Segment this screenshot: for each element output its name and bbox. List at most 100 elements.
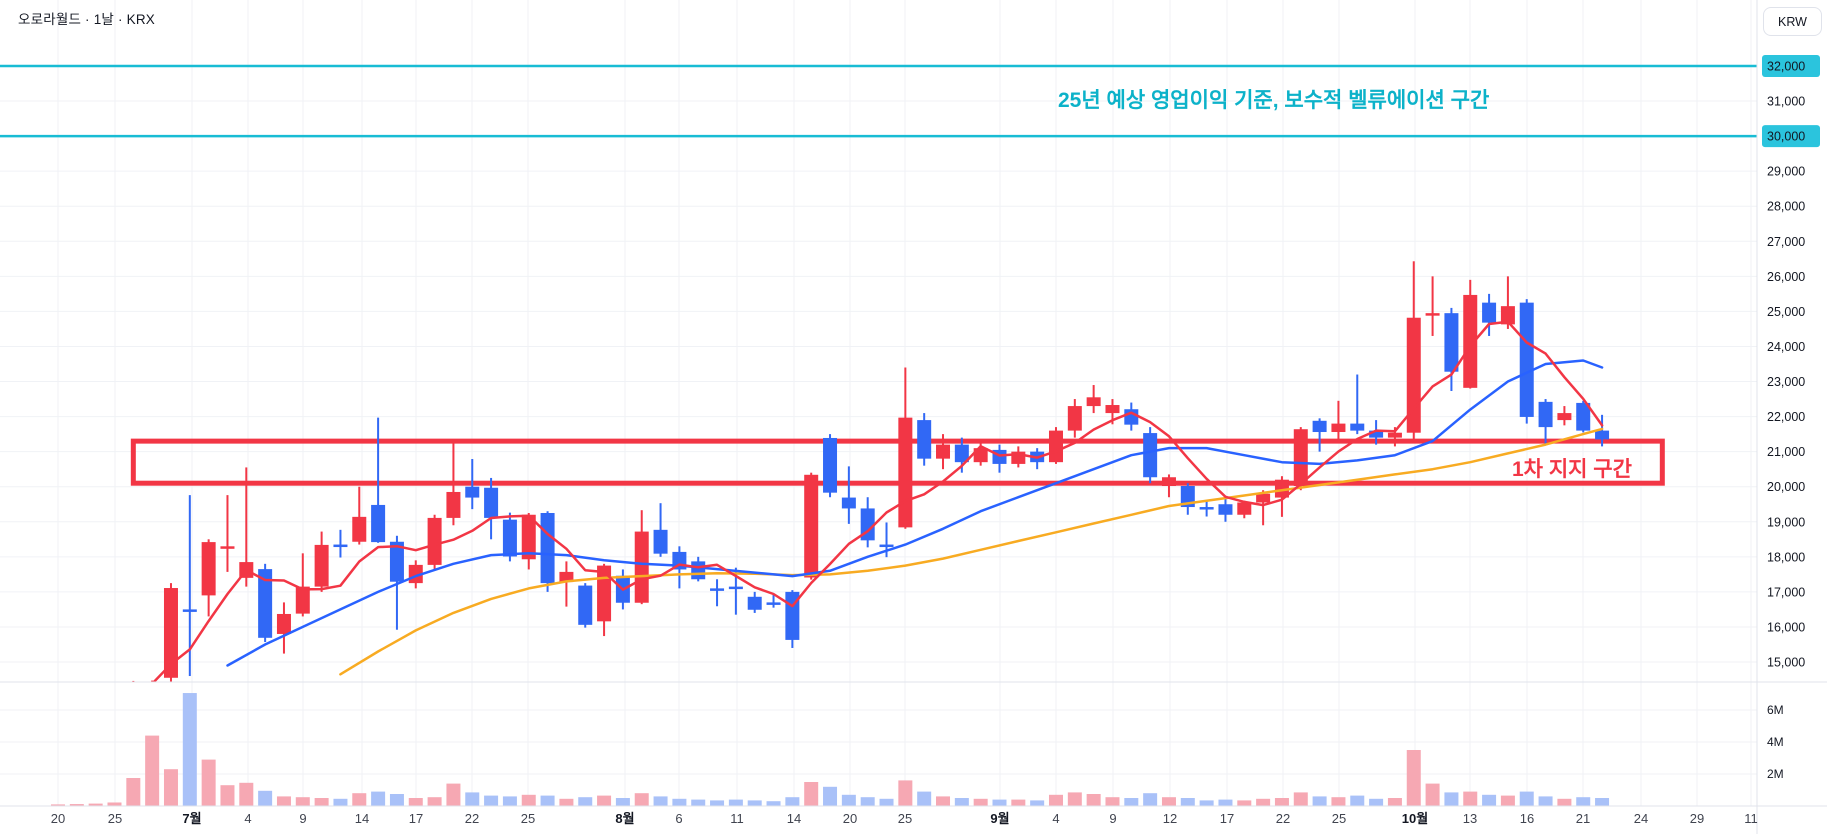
price-label-badge bbox=[1762, 125, 1820, 148]
candle-wick bbox=[1337, 400, 1340, 440]
candle-body bbox=[446, 491, 461, 518]
price-axis-label: 28,000 bbox=[1767, 200, 1805, 214]
candle-body bbox=[710, 588, 725, 591]
moving-averages bbox=[152, 320, 1604, 682]
price-axis[interactable]: 32,000 31,000 30,000 29,000 28,000 27,000 26,0… bbox=[1762, 55, 1820, 781]
currency-toggle-button[interactable]: KRW bbox=[1763, 7, 1822, 36]
candle-series[interactable] bbox=[51, 261, 1610, 693]
ma-mid-line bbox=[226, 359, 1604, 667]
candle-body bbox=[258, 569, 273, 638]
candle-body bbox=[145, 681, 160, 682]
volume-bar bbox=[220, 785, 235, 806]
candle-body bbox=[502, 519, 517, 557]
candle-body bbox=[578, 585, 593, 625]
price-axis-label: 26,000 bbox=[1767, 270, 1805, 284]
time-axis-label: 6 bbox=[675, 811, 682, 826]
volume-bar bbox=[1576, 797, 1591, 806]
candle-body bbox=[276, 613, 291, 634]
volume-bar bbox=[427, 797, 442, 806]
time-axis-label: 25 bbox=[521, 811, 535, 826]
candle-body bbox=[1256, 493, 1271, 503]
price-axis-label: 16,000 bbox=[1767, 620, 1805, 634]
time-axis-label: 7월 bbox=[182, 811, 201, 826]
volume-bar bbox=[163, 769, 178, 806]
candle-body bbox=[89, 685, 103, 688]
volume-bar bbox=[1538, 796, 1553, 806]
volume-bar bbox=[672, 798, 687, 806]
volume-bar bbox=[1011, 799, 1026, 806]
ma-fast-line bbox=[152, 320, 1604, 682]
candle-body bbox=[559, 571, 574, 583]
candle-wick bbox=[1318, 418, 1321, 452]
candle-body bbox=[1237, 502, 1252, 515]
volume-bar bbox=[766, 801, 781, 806]
time-axis-label: 17 bbox=[1220, 811, 1234, 826]
candle-wick bbox=[95, 684, 97, 690]
price-axis-label: 21,000 bbox=[1767, 445, 1805, 459]
volume-bar bbox=[484, 795, 499, 806]
volume-bar bbox=[201, 759, 216, 806]
volume-bar bbox=[1199, 800, 1214, 806]
candle-body bbox=[107, 684, 121, 687]
price-axis-label: 19,000 bbox=[1767, 515, 1805, 529]
volume-bar bbox=[1124, 798, 1139, 806]
symbol-title[interactable]: 오로라월드 · 1날 · KRX bbox=[18, 12, 155, 27]
volume-bar bbox=[1463, 791, 1478, 806]
candle-wick bbox=[226, 495, 229, 572]
time-axis-label: 13 bbox=[1463, 811, 1477, 826]
time-axis-label: 14 bbox=[787, 811, 801, 826]
candle-body bbox=[465, 486, 480, 498]
volume-bar bbox=[276, 796, 291, 806]
valuation-annotation-text[interactable]: 25년 예상 영업이익 기준, 보수적 벨류에이션 구간 bbox=[1058, 89, 1490, 112]
candle-body bbox=[1387, 432, 1402, 438]
volume-bar bbox=[1387, 798, 1402, 806]
price-axis-label: 18,000 bbox=[1767, 550, 1805, 564]
candle-wick bbox=[1262, 490, 1265, 526]
volume-bar bbox=[1406, 750, 1421, 806]
candle-body bbox=[389, 541, 404, 582]
candle-body bbox=[898, 417, 913, 528]
ma-slow-line bbox=[339, 427, 1604, 676]
volume-bar bbox=[1519, 791, 1534, 806]
candle-wick bbox=[188, 495, 191, 677]
volume-bar bbox=[1331, 797, 1346, 806]
support-zone-label[interactable]: 1차 지지 구간 bbox=[1512, 458, 1632, 481]
time-axis-label: 4 bbox=[244, 811, 251, 826]
volume-bar bbox=[446, 783, 461, 806]
volume-bar bbox=[710, 800, 725, 806]
candle-body bbox=[1274, 479, 1289, 498]
candle-body bbox=[201, 542, 216, 596]
candle-wick bbox=[1431, 276, 1434, 336]
candle-wick bbox=[339, 529, 342, 558]
candle-body bbox=[766, 602, 781, 605]
candle-body bbox=[1199, 507, 1214, 510]
candle-body bbox=[333, 544, 348, 548]
candle-body bbox=[1576, 402, 1591, 431]
candle-body bbox=[1519, 302, 1534, 417]
time-axis-label: 20 bbox=[51, 811, 65, 826]
volume-bar bbox=[540, 795, 555, 806]
candle-body bbox=[540, 512, 555, 584]
time-axis[interactable]: 20 25 7월 4 9 14 17 22 25 8월 6 11 14 20 25 9월 4 9 12 17 22 25 1… bbox=[51, 811, 1758, 826]
candle-body bbox=[182, 609, 197, 612]
candle-wick bbox=[734, 567, 737, 615]
candle-body bbox=[1218, 504, 1233, 515]
candle-wick bbox=[452, 439, 455, 526]
volume-bar bbox=[578, 797, 593, 806]
volume-series[interactable] bbox=[51, 693, 1610, 806]
candle-body bbox=[1463, 294, 1478, 388]
candle-body bbox=[163, 588, 178, 678]
candle-body bbox=[728, 586, 743, 590]
volume-bar bbox=[1218, 799, 1233, 806]
volume-bar bbox=[898, 780, 913, 806]
candle-body bbox=[1595, 430, 1610, 440]
candle-body bbox=[427, 517, 442, 565]
candle-body bbox=[1331, 423, 1346, 433]
grid-lines bbox=[0, 0, 1757, 806]
time-axis-label: 22 bbox=[1276, 811, 1290, 826]
volume-bar bbox=[728, 799, 743, 806]
support-zone-box[interactable] bbox=[130, 438, 1665, 486]
volume-bar bbox=[295, 797, 310, 806]
candle-body bbox=[917, 420, 932, 459]
